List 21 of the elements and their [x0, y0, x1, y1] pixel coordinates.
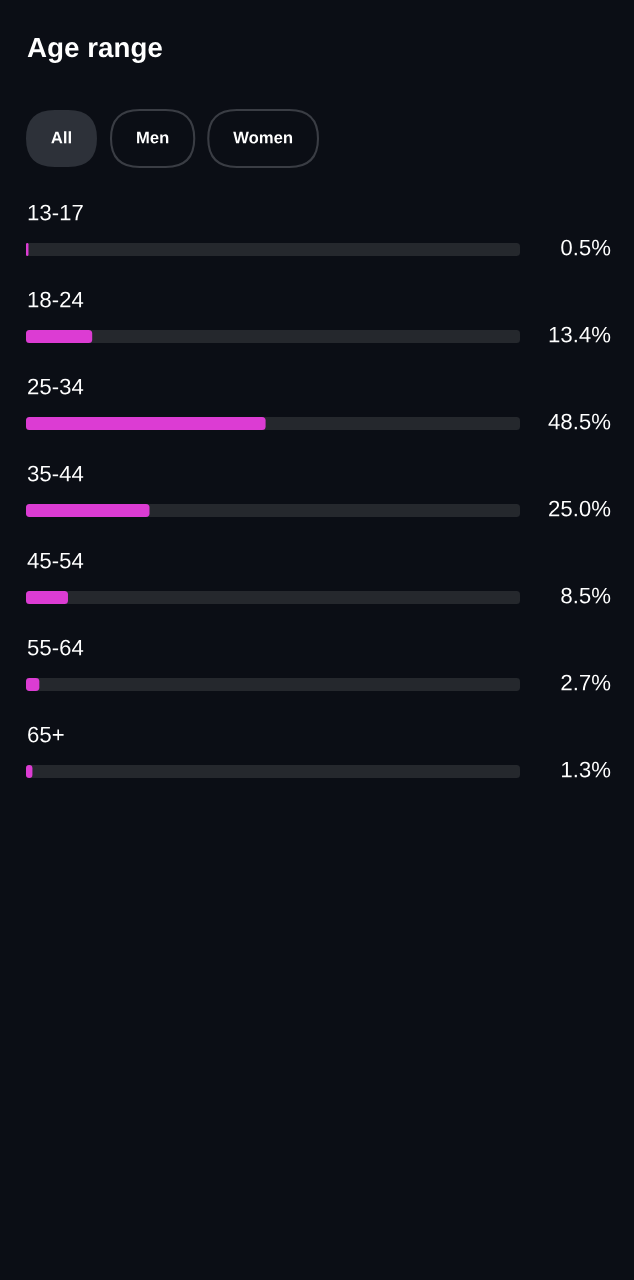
- text: All: [51, 131, 71, 144]
- data-label: 13.4%: [549, 326, 611, 343]
- text: Men: [137, 131, 169, 144]
- y-tick-label: 25-34: [28, 378, 84, 395]
- data-label: 0.5%: [561, 239, 611, 256]
- bar: [26, 591, 68, 604]
- data-label: 25.0%: [549, 500, 611, 517]
- data-label: 2.7%: [561, 674, 611, 691]
- y-tick-label: 55-64: [27, 639, 84, 656]
- data-label: 8.5%: [561, 587, 611, 604]
- chart-title: Age range: [27, 37, 162, 63]
- data-label: 48.5%: [548, 413, 611, 430]
- text: Women: [233, 131, 293, 144]
- bar: [26, 330, 93, 343]
- data-label: 1.3%: [562, 761, 611, 778]
- y-tick-label: 35-44: [27, 465, 84, 482]
- y-tick-label: 65+: [28, 726, 64, 743]
- bar: [26, 504, 150, 517]
- y-tick-label: 13-17: [28, 204, 83, 221]
- y-tick-label: 18-24: [28, 291, 84, 308]
- y-tick-label: 45-54: [27, 552, 84, 569]
